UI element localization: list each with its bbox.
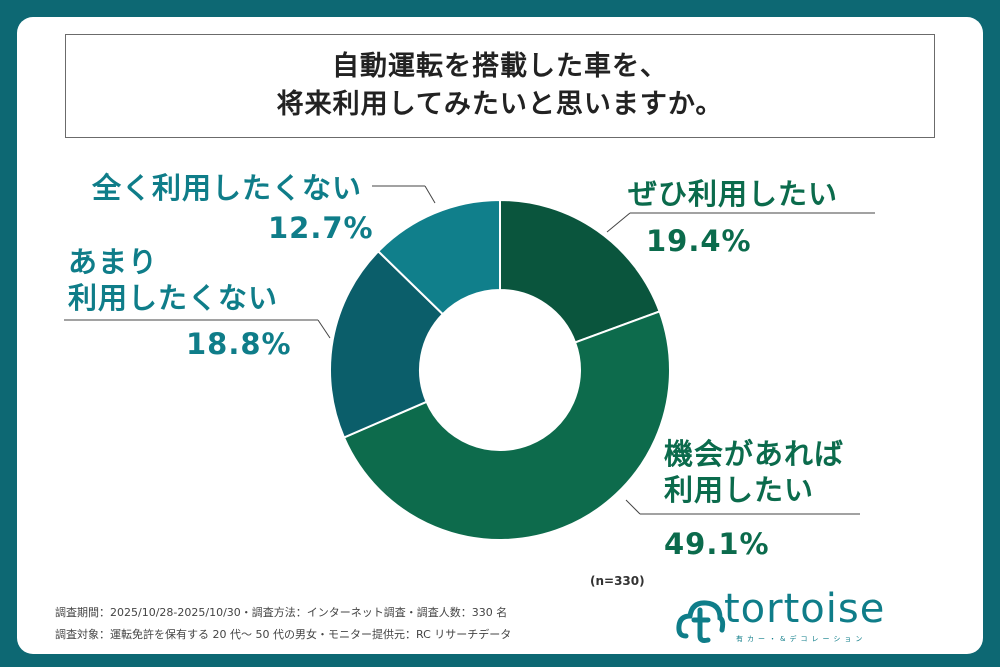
value-amari: 18.8%	[186, 327, 292, 361]
value-zehi: 19.4%	[646, 224, 752, 258]
donut-slice-2	[329, 249, 445, 439]
footer-line-1: 調査期間：2025/10/28-2025/10/30・調査方法：インターネット調…	[55, 606, 508, 619]
logo-subtitle: 有カー・&デコレーション	[736, 635, 867, 643]
value-kikai: 49.1%	[664, 527, 770, 561]
cloud-logo-icon	[676, 600, 726, 643]
label-kikai-1: 機会があれば	[664, 437, 845, 471]
leader-kikai-d	[625, 499, 641, 515]
title-line-2: 将来利用してみたいと思いますか。	[276, 89, 724, 120]
donut-slice-1	[342, 310, 671, 541]
leader-amari-d	[317, 319, 331, 339]
label-zehi: ぜひ利用したい	[628, 177, 839, 211]
donut-slices	[329, 198, 671, 541]
title-box: 自動運転を搭載した車を、 将来利用してみたいと思いますか。	[65, 34, 935, 138]
sample-size-note: (n=330)	[590, 574, 645, 588]
logo-wordmark: tortoise	[724, 586, 886, 632]
donut-slice-3	[376, 198, 501, 316]
title-line-1: 自動運転を搭載した車を、	[332, 51, 668, 82]
value-mattaku: 12.7%	[268, 211, 374, 245]
label-amari-2: 利用したくない	[68, 281, 279, 315]
leader-zehi-d	[606, 212, 631, 233]
donut-slice-0	[499, 198, 661, 344]
label-kikai-2: 利用したい	[664, 473, 815, 507]
label-mattaku: 全く利用したくない	[92, 171, 363, 205]
label-amari-1: あまり	[68, 245, 159, 279]
card	[17, 17, 983, 654]
leader-mattaku-d	[424, 185, 436, 204]
tortoise-logo: tortoise 有カー・&デコレーション	[676, 586, 946, 648]
footer-line-2: 調査対象：運転免許を保有する 20 代〜 50 代の男女・モニター提供元：RC …	[55, 628, 512, 641]
